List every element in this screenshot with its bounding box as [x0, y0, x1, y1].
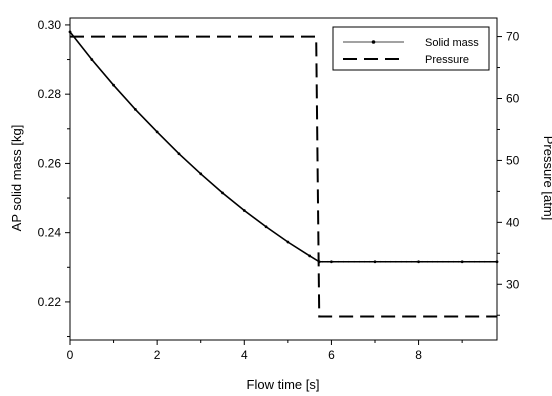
solid-mass-marker	[447, 260, 450, 263]
solid-mass-marker	[384, 260, 387, 263]
solid-mass-marker	[347, 260, 350, 263]
solid-mass-marker	[342, 260, 345, 263]
solid-mass-point	[199, 172, 203, 176]
legend-solid-mass-marker	[371, 40, 376, 44]
y2-tick-label: 40	[506, 215, 520, 229]
solid-mass-marker	[426, 260, 429, 263]
solid-mass-marker	[327, 260, 329, 263]
solid-mass-marker	[400, 260, 403, 263]
solid-mass-point	[242, 209, 246, 212]
ticks-layer: 0 2 4 6 8 0.30 0.28 0.26 0.24 0.22 70 60 50 40 30	[38, 18, 520, 362]
solid-mass-marker	[405, 260, 408, 263]
solid-mass-point	[90, 58, 94, 61]
solid-mass-marker	[478, 260, 481, 263]
solid-mass-point	[330, 260, 333, 264]
solid-mass-marker	[415, 260, 418, 263]
y2-axis-label: Pressure [atm]	[541, 136, 552, 221]
solid-mass-marker	[462, 260, 465, 263]
solid-mass-point	[495, 260, 499, 264]
solid-mass-marker	[353, 260, 355, 263]
solid-mass-marker	[410, 260, 413, 263]
solid-mass-marker	[321, 260, 324, 263]
legend: Solid mass Pressure	[332, 26, 490, 71]
solid-mass-marker	[452, 260, 455, 263]
legend-pressure-label: Pressure	[425, 54, 469, 66]
solid-mass-marker	[395, 260, 397, 263]
solid-mass-marker	[431, 260, 434, 263]
y-tick-label: 0.22	[38, 295, 62, 309]
plot-frame	[69, 17, 498, 341]
solid-mass-line	[69, 31, 497, 263]
solid-mass-point	[133, 108, 137, 111]
solid-mass-marker	[358, 260, 361, 263]
y2-tick-label: 30	[506, 277, 520, 291]
solid-mass-point	[417, 260, 420, 264]
y-tick-label: 0.26	[38, 156, 62, 170]
solid-mass-marker	[421, 260, 423, 263]
series-layer	[68, 30, 499, 318]
legend-box	[332, 26, 490, 71]
solid-mass-marker	[379, 260, 382, 263]
solid-mass-marker	[489, 260, 491, 263]
solid-mass-point	[264, 225, 268, 229]
solid-mass-point	[286, 240, 290, 244]
solid-mass-marker	[457, 260, 460, 263]
y-axis-label: AP solid mass [kg]	[9, 125, 24, 232]
solid-mass-marker	[494, 260, 497, 263]
pressure-line	[70, 35, 497, 318]
x-tick-label: 8	[415, 348, 422, 362]
y2-tick-label: 70	[506, 30, 520, 44]
solid-mass-point	[460, 260, 464, 264]
solid-mass-marker	[337, 260, 340, 263]
solid-mass-marker	[468, 260, 471, 263]
y-tick-label: 0.30	[38, 18, 62, 32]
solid-mass-marker	[442, 260, 444, 263]
solid-mass-point	[177, 152, 181, 156]
solid-mass-point	[112, 83, 115, 87]
y-tick-label: 0.28	[38, 87, 62, 101]
solid-mass-marker	[389, 260, 392, 263]
x-axis-label: Flow time [s]	[247, 377, 320, 392]
solid-mass-marker	[473, 260, 476, 263]
solid-mass-marker	[368, 260, 371, 263]
solid-mass-marker	[483, 260, 486, 263]
solid-mass-point	[68, 30, 72, 34]
solid-mass-marker	[363, 260, 366, 263]
y2-tick-label: 50	[506, 153, 520, 167]
x-tick-label: 6	[328, 348, 335, 362]
solid-mass-marker	[374, 260, 376, 263]
solid-mass-marker	[332, 260, 335, 263]
solid-mass-point	[308, 254, 312, 258]
solid-mass-point	[155, 130, 159, 134]
x-tick-label: 4	[241, 348, 248, 362]
legend-solid-mass-label: Solid mass	[425, 37, 479, 49]
y-tick-label: 0.24	[38, 226, 62, 240]
solid-mass-marker	[436, 260, 439, 263]
x-tick-label: 0	[67, 348, 74, 362]
solid-mass-point	[221, 191, 224, 195]
y2-tick-label: 60	[506, 92, 520, 106]
x-tick-label: 2	[154, 348, 161, 362]
